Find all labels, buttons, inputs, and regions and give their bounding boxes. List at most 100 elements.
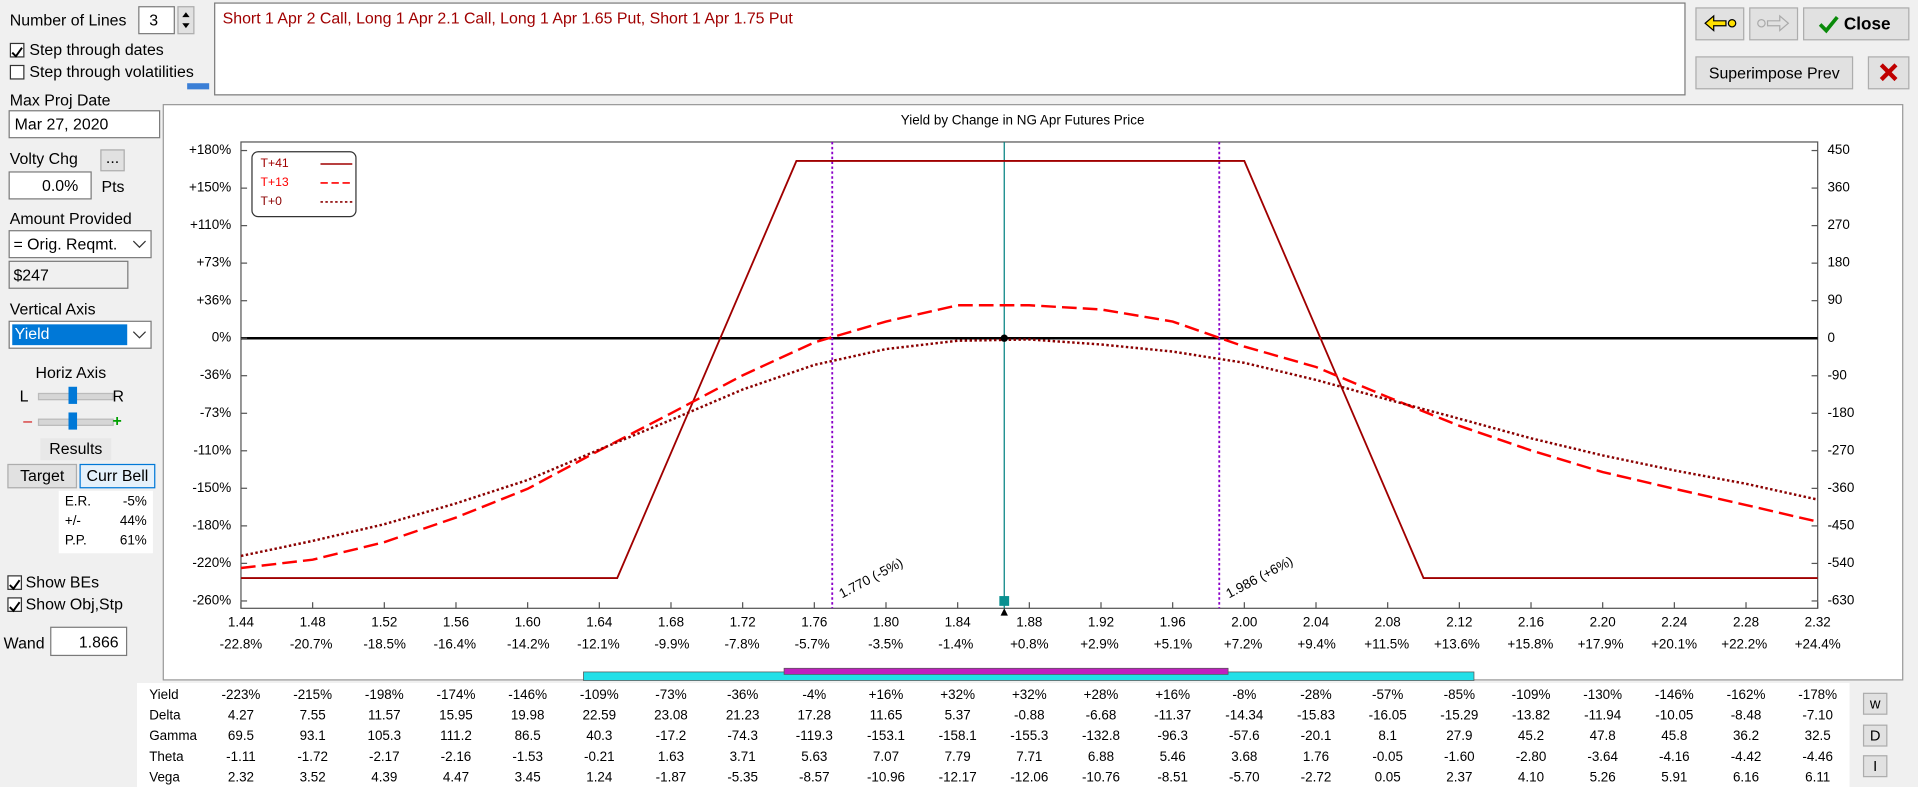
table-cell: 5.37 <box>945 707 971 722</box>
y-tick-label: -360 <box>1827 480 1854 495</box>
side-button[interactable]: I <box>1862 755 1888 778</box>
table-cell: -0.05 <box>1372 749 1403 764</box>
row-label: Yield <box>149 687 178 702</box>
x-tick-label: 2.04 <box>1303 615 1330 630</box>
y-tick-label: -630 <box>1827 593 1854 608</box>
x2-tick-label: -20.7% <box>290 637 333 652</box>
table-cell: -15.83 <box>1297 707 1335 722</box>
volty-input[interactable]: 0.0% <box>8 171 92 200</box>
table-cell: 93.1 <box>300 728 326 743</box>
table-cell: -178% <box>1798 687 1837 702</box>
result-label: +/- <box>64 514 81 529</box>
dropdown-arrow <box>132 331 146 339</box>
table-cell: 1.76 <box>1303 749 1329 764</box>
checkbox[interactable] <box>9 64 25 80</box>
check <box>11 47 23 58</box>
table-cell: -155.3 <box>1010 728 1048 743</box>
table-cell: -109% <box>1512 687 1551 702</box>
table-cell: -10.05 <box>1655 707 1693 722</box>
close-button[interactable]: Close <box>1803 7 1910 41</box>
label: Step through volatilities <box>29 62 194 81</box>
table-cell: -223% <box>222 687 261 702</box>
label: – <box>23 411 33 430</box>
wand-handle <box>999 596 1010 606</box>
x2-tick-label: +17.9% <box>1578 637 1624 652</box>
label: Number of Lines <box>9 11 127 30</box>
side-button[interactable]: D <box>1862 723 1888 746</box>
table-cell: -215% <box>293 687 332 702</box>
table-cell: -6.68 <box>1086 707 1117 722</box>
table-cell: -162% <box>1727 687 1766 702</box>
axis-select[interactable]: Yield <box>8 320 152 349</box>
table-cell: -1.87 <box>656 769 687 784</box>
table-cell: -28% <box>1300 687 1331 702</box>
table-cell: 5.46 <box>1160 749 1186 764</box>
slider-thumb[interactable] <box>68 412 78 430</box>
y2-tick-label: -36% <box>200 367 231 382</box>
table-cell: +16% <box>1155 687 1190 702</box>
table-cell: 69.5 <box>228 728 254 743</box>
table-cell: -8.51 <box>1157 769 1188 784</box>
table-cell: 6.11 <box>1805 769 1830 784</box>
prev-button[interactable] <box>1695 7 1745 41</box>
table-cell: -1.72 <box>297 749 328 764</box>
x-tick-label: 1.60 <box>515 615 541 630</box>
table-cell: -11.37 <box>1154 707 1191 722</box>
y-tick-label: -90 <box>1827 367 1846 382</box>
wand-input[interactable]: 1.866 <box>50 626 128 657</box>
legend-label: T+0 <box>261 194 283 208</box>
next-button[interactable] <box>1749 7 1799 41</box>
table-cell: -4.16 <box>1659 749 1690 764</box>
table-cell: -174% <box>437 687 476 702</box>
row-label: Delta <box>149 707 181 722</box>
button[interactable]: Curr Bell <box>79 463 156 489</box>
x-tick-label: 2.00 <box>1231 615 1257 630</box>
y2-tick-label: -150% <box>192 480 231 495</box>
x2-tick-label: -5.7% <box>795 637 830 652</box>
checkbox[interactable] <box>7 597 23 613</box>
check-icon <box>1818 15 1839 34</box>
x-tick-label: 1.48 <box>300 615 326 630</box>
button[interactable]: ... <box>100 149 125 172</box>
positions-text[interactable]: Short 1 Apr 2 Call, Long 1 Apr 2.1 Call,… <box>214 2 1686 96</box>
result-label: P.P. <box>64 533 87 549</box>
slider[interactable] <box>187 83 210 90</box>
date-input[interactable]: Mar 27, 2020 <box>8 110 161 139</box>
x-tick-label: 1.64 <box>586 615 613 630</box>
number-input[interactable]: 3 <box>138 6 175 35</box>
checkbox[interactable] <box>7 575 23 591</box>
spinner[interactable] <box>177 6 195 35</box>
table-cell: -8.57 <box>799 769 830 784</box>
table-cell: -7.10 <box>1802 707 1833 722</box>
slider-thumb[interactable] <box>68 386 78 404</box>
series-line <box>240 338 1818 558</box>
label: Show BEs <box>25 572 100 592</box>
x-tick-label: 2.28 <box>1733 615 1759 630</box>
amount-select[interactable]: = Orig. Reqmt. <box>8 230 152 259</box>
x-tick-label: 2.32 <box>1805 615 1831 630</box>
y2-tick-label: +110% <box>190 217 231 232</box>
superimpose-button[interactable]: Superimpose Prev <box>1695 56 1854 90</box>
table-cell: -2.80 <box>1516 749 1547 764</box>
button[interactable]: Target <box>7 463 78 489</box>
y-tick-label: 90 <box>1827 292 1842 307</box>
y2-tick-label: +73% <box>196 255 231 270</box>
table-cell: 105.3 <box>367 728 401 743</box>
table-cell: 1.24 <box>586 769 613 784</box>
y2-tick-label: 0% <box>212 330 231 345</box>
chart-background <box>162 104 1904 681</box>
table-cell: 7.55 <box>300 707 326 722</box>
table-cell: 7.71 <box>1016 749 1042 764</box>
label: Max Proj Date <box>9 90 111 109</box>
checkbox[interactable] <box>9 42 25 58</box>
table-cell: -0.88 <box>1014 707 1045 722</box>
table-cell: 86.5 <box>515 728 541 743</box>
table-cell: 47.8 <box>1590 728 1616 743</box>
result-value: 44% <box>119 514 147 529</box>
side-button[interactable]: w <box>1862 692 1888 715</box>
delete-button[interactable] <box>1867 56 1910 90</box>
table-cell: -158.1 <box>939 728 977 743</box>
x2-tick-label: -9.9% <box>654 637 689 652</box>
table-cell: -146% <box>508 687 547 702</box>
result-label: E.R. <box>64 494 92 510</box>
